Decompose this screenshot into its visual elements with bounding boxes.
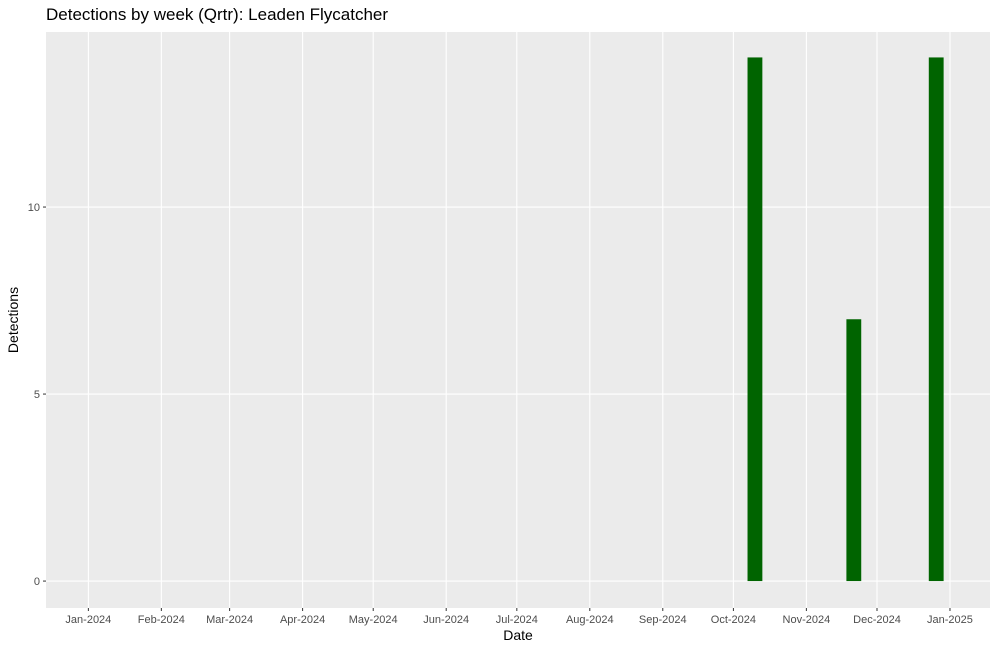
x-tick-label: Apr-2024: [280, 614, 325, 626]
plot-panel: [46, 32, 990, 608]
bar: [928, 57, 944, 582]
y-axis-title: Detections: [5, 287, 21, 353]
x-tick-label: Nov-2024: [783, 614, 831, 626]
x-tick-label: Jan-2024: [65, 614, 111, 626]
x-tick-label: Jun-2024: [423, 614, 469, 626]
y-tick-label: 0: [34, 576, 40, 588]
x-tick-label: Oct-2024: [711, 614, 756, 626]
y-tick-label: 10: [28, 202, 40, 214]
y-tick-label: 5: [34, 389, 40, 401]
x-axis-title: Date: [503, 627, 533, 643]
x-tick-label: Jan-2025: [927, 614, 973, 626]
bar: [846, 319, 862, 582]
x-tick-label: Sep-2024: [639, 614, 687, 626]
bar: [747, 57, 763, 582]
x-tick-label: Dec-2024: [853, 614, 901, 626]
x-tick-label: Jul-2024: [496, 614, 538, 626]
x-tick-label: Feb-2024: [138, 614, 185, 626]
x-tick-label: May-2024: [349, 614, 398, 626]
x-tick-label: Mar-2024: [206, 614, 253, 626]
chart-title: Detections by week (Qrtr): Leaden Flycat…: [46, 5, 388, 24]
x-tick-label: Aug-2024: [566, 614, 614, 626]
